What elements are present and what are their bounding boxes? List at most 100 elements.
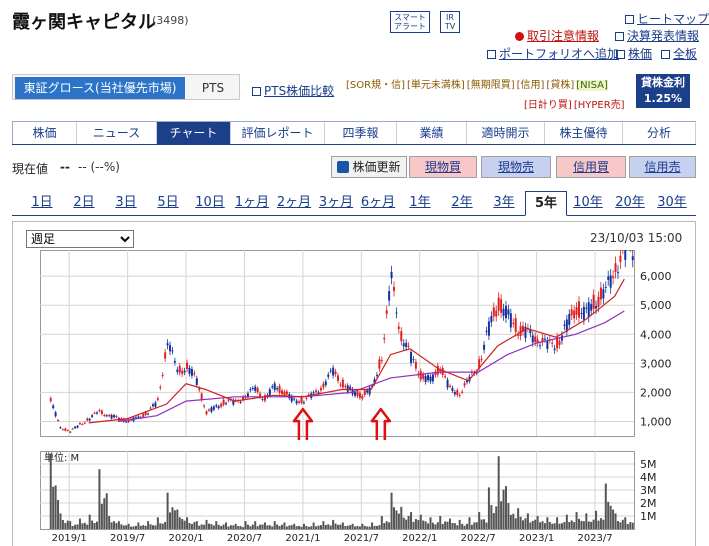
add-portfolio-link[interactable]: ポートフォリオへ追加: [487, 45, 619, 62]
candle-body: [283, 391, 286, 396]
period-3d[interactable]: 3日: [115, 195, 137, 210]
full-board-link[interactable]: 全板: [661, 45, 697, 62]
ir-tv-button[interactable]: IR TV: [440, 11, 460, 33]
volume-bar: [305, 525, 308, 529]
badge-odd-lot: [単元未満株]: [406, 80, 465, 91]
volume-bar: [507, 503, 510, 529]
volume-bar: [473, 522, 476, 529]
volume-bar: [492, 513, 495, 529]
stock-price-link[interactable]: 株価: [616, 45, 652, 62]
tab-stock-price[interactable]: 株価: [12, 122, 76, 144]
trading-caution-link[interactable]: 取引注意情報: [515, 27, 599, 44]
period-1y[interactable]: 1年: [409, 195, 431, 210]
window-icon: [616, 50, 625, 59]
margin-buy-button[interactable]: 信用買: [556, 156, 626, 178]
smart-alert-button[interactable]: スマート アラート: [390, 11, 430, 33]
period-3m[interactable]: 3ヶ月: [318, 195, 354, 210]
candle-body: [349, 386, 352, 390]
volume-bar: [149, 524, 152, 529]
annotation-up-arrow: [370, 407, 392, 440]
up-arrow-icon: [292, 407, 314, 440]
candle-body: [86, 418, 89, 421]
period-2y[interactable]: 2年: [451, 195, 473, 210]
candle-body: [480, 358, 483, 360]
tab-shareholder-benefits[interactable]: 株主優待: [544, 122, 622, 144]
volume-bar: [514, 518, 517, 529]
x-tick-label: 2023/1: [519, 533, 554, 544]
candle-body: [582, 306, 585, 320]
period-5d[interactable]: 5日: [157, 195, 179, 210]
period-20y[interactable]: 20年: [615, 195, 645, 210]
candle-body: [543, 338, 546, 340]
volume-bar: [529, 522, 532, 529]
candle-body: [205, 411, 208, 415]
volume-bar: [115, 523, 118, 529]
candle-body: [395, 312, 398, 314]
candle-body: [268, 389, 271, 396]
heatmap-link[interactable]: ヒートマップ: [625, 10, 709, 27]
tab-disclosure[interactable]: 適時開示: [466, 122, 544, 144]
tab-rating-report[interactable]: 評価レポート: [230, 122, 324, 144]
volume-bar: [351, 523, 354, 529]
candle-body: [573, 310, 576, 319]
volume-bar: [410, 512, 413, 529]
volume-bar: [307, 526, 310, 529]
tab-pts[interactable]: PTS: [201, 81, 225, 95]
add-portfolio-label: ポートフォリオへ追加: [499, 47, 620, 61]
candle-body: [156, 398, 159, 400]
candle-body: [463, 383, 466, 386]
cash-buy-button[interactable]: 現物買: [409, 156, 477, 178]
volume-bar: [405, 519, 408, 529]
candle-body: [298, 401, 301, 403]
chart-interval-select[interactable]: 週足: [26, 230, 134, 248]
pts-compare-link[interactable]: PTS株価比較: [252, 82, 334, 99]
tab-chart[interactable]: チャート: [156, 122, 230, 144]
volume-bar: [444, 521, 447, 529]
candle-body: [390, 271, 393, 279]
tab-analysis[interactable]: 分析: [622, 122, 696, 144]
period-3y[interactable]: 3年: [493, 195, 515, 210]
earnings-link[interactable]: 決算発表情報: [615, 27, 699, 44]
volume-bar: [388, 522, 391, 529]
volume-y-tick-label: 5M: [640, 458, 657, 471]
margin-sell-button[interactable]: 信用売: [629, 156, 696, 178]
x-tick-label: 2021/1: [285, 533, 320, 544]
candle-body: [451, 387, 454, 391]
volume-bar: [519, 516, 522, 529]
period-6m[interactable]: 6ヶ月: [360, 195, 396, 210]
volume-bar: [553, 523, 556, 529]
candle-body: [427, 375, 430, 381]
candle-body: [300, 397, 303, 403]
volume-bar: [210, 524, 213, 529]
period-10d[interactable]: 10日: [195, 195, 225, 210]
period-10y[interactable]: 10年: [573, 195, 603, 210]
tab-tse-growth[interactable]: 東証グロース(当社優先市場): [15, 77, 185, 99]
period-2m[interactable]: 2ヶ月: [276, 195, 312, 210]
candle-body: [137, 416, 140, 418]
lending-rate-value: 1.25%: [643, 92, 683, 105]
volume-bar: [346, 525, 349, 529]
period-2d[interactable]: 2日: [73, 195, 95, 210]
volume-bar: [95, 521, 98, 529]
cash-sell-button[interactable]: 現物売: [481, 156, 551, 178]
period-5y[interactable]: 5年: [525, 191, 567, 216]
tab-earnings[interactable]: 業績: [396, 122, 466, 144]
volume-bar: [295, 526, 298, 529]
period-1m[interactable]: 1ヶ月: [234, 195, 270, 210]
candle-body: [373, 379, 376, 384]
candle-body: [371, 385, 374, 387]
volume-bar: [127, 523, 130, 529]
volume-bar: [446, 521, 449, 529]
tab-shikiho[interactable]: 四季報: [324, 122, 396, 144]
volume-bar: [616, 521, 619, 529]
candle-body: [607, 276, 610, 280]
period-1d[interactable]: 1日: [31, 195, 53, 210]
period-30y[interactable]: 30年: [657, 195, 687, 210]
tab-news[interactable]: ニュース: [76, 122, 156, 144]
price-update-button[interactable]: 株価更新: [331, 156, 407, 178]
candle-body: [271, 386, 274, 388]
candle-body: [341, 379, 344, 388]
candle-body: [149, 407, 152, 409]
candle-body: [534, 336, 537, 343]
volume-bar: [578, 518, 581, 529]
